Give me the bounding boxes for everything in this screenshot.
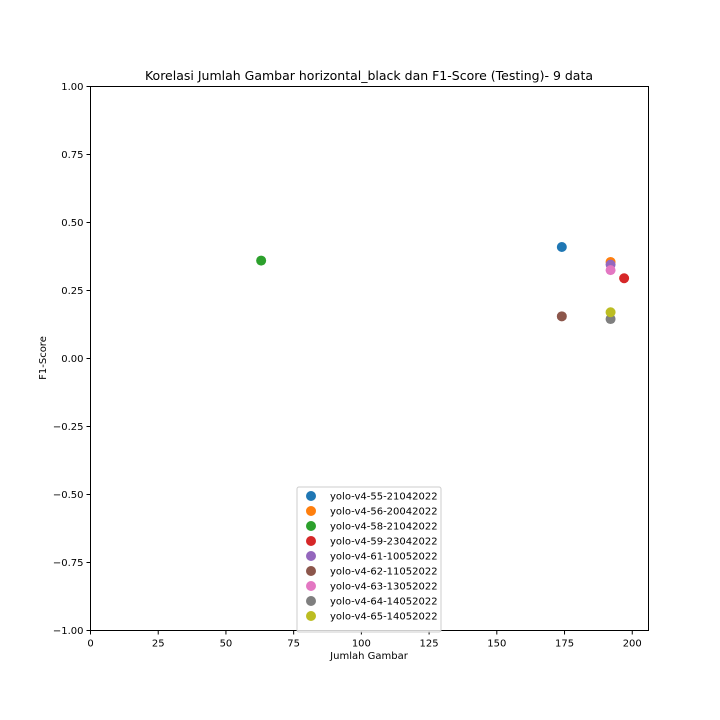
legend-label: yolo-v4-61-10052022 (330, 552, 438, 563)
legend-marker (306, 551, 316, 561)
x-axis-label: Jumlah Gambar (329, 651, 409, 662)
y-tick-label: 0.00 (61, 354, 83, 365)
legend-label: yolo-v4-65-14052022 (330, 612, 438, 623)
x-tick-label: 0 (87, 639, 93, 650)
legend-marker (306, 521, 316, 531)
data-point-yolo-v4-59-23042022 (619, 273, 630, 284)
chart-title: Korelasi Jumlah Gambar horizontal_black … (145, 68, 593, 83)
y-axis-label: F1-Score (38, 336, 49, 380)
legend-marker (306, 596, 316, 606)
y-tick-label: 0.50 (61, 218, 83, 229)
legend-box (296, 486, 442, 633)
axis-ticks: 0 25 50 75 100 125 150 175 200 −1.00 −0.75 −0.50 −0.… (53, 82, 642, 650)
data-points (256, 241, 630, 325)
data-point-yolo-v4-62-11052022 (556, 311, 567, 322)
legend-label: yolo-v4-59-23042022 (330, 537, 438, 548)
legend-label: yolo-v4-62-11052022 (330, 567, 438, 578)
y-tick-label: 0.75 (61, 150, 83, 161)
x-tick-label: 150 (487, 639, 506, 650)
data-point-yolo-v4-65-14052022 (605, 307, 616, 318)
legend-marker (306, 491, 316, 501)
legend-marker (306, 581, 316, 591)
legend-label: yolo-v4-56-20042022 (330, 507, 438, 518)
data-point-yolo-v4-58-21042022 (256, 255, 267, 266)
legend-label: yolo-v4-55-21042022 (330, 492, 438, 503)
y-tick-label: −0.75 (53, 558, 84, 569)
x-tick-label: 200 (623, 639, 642, 650)
legend: yolo-v4-55-21042022 yolo-v4-56-20042022 yo… (296, 486, 442, 633)
x-tick-label: 175 (555, 639, 574, 650)
legend-marker (306, 506, 316, 516)
legend-label: yolo-v4-63-13052022 (330, 582, 438, 593)
y-tick-label: −0.25 (53, 422, 84, 433)
legend-label: yolo-v4-58-21042022 (330, 522, 438, 533)
legend-marker (306, 566, 316, 576)
legend-marker (306, 536, 316, 546)
y-tick-label: 0.25 (61, 286, 83, 297)
x-tick-label: 100 (352, 639, 371, 650)
y-tick-label: −0.50 (53, 490, 84, 501)
legend-label: yolo-v4-64-14052022 (330, 597, 438, 608)
x-tick-label: 75 (287, 639, 300, 650)
y-tick-label: 1.00 (61, 82, 83, 93)
y-tick-label: −1.00 (53, 626, 84, 637)
legend-marker (306, 611, 316, 621)
x-tick-label: 125 (420, 639, 439, 650)
data-point-yolo-v4-63-13052022 (605, 265, 616, 276)
data-point-yolo-v4-55-21042022 (556, 241, 567, 252)
x-tick-label: 25 (152, 639, 165, 650)
x-tick-label: 50 (220, 639, 233, 650)
